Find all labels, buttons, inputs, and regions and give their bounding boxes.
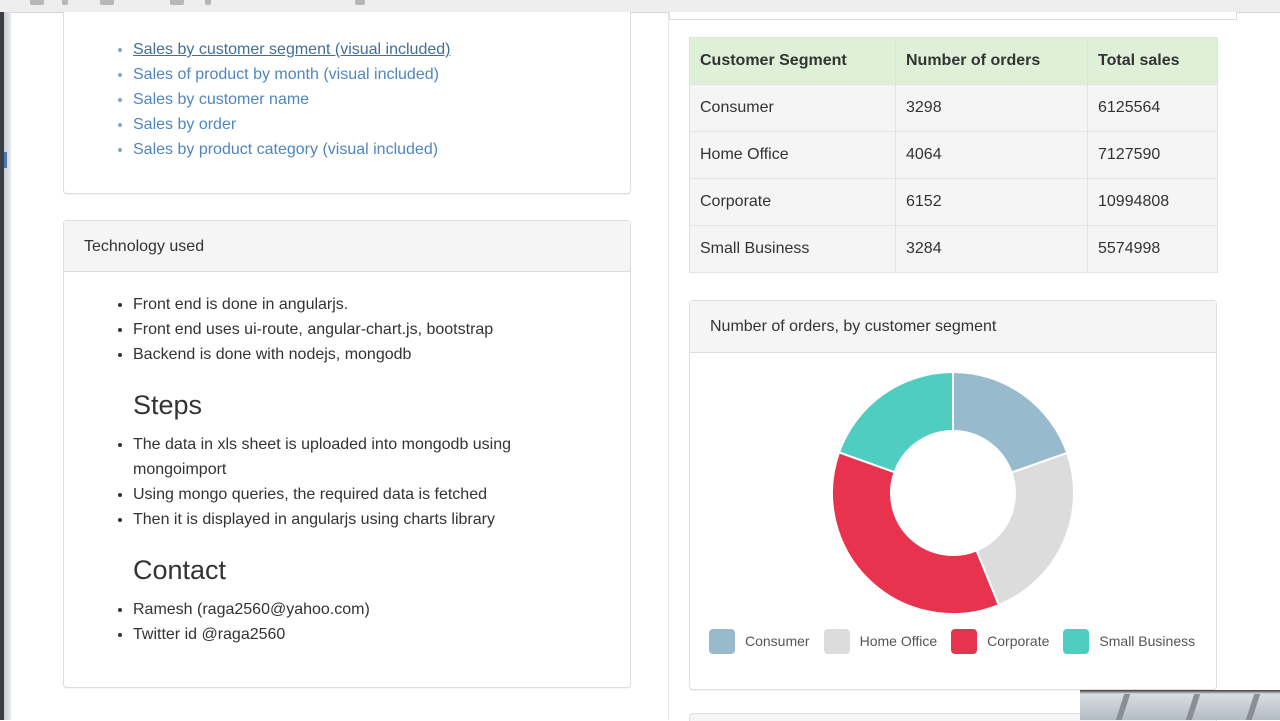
browser-toolbar-strip [0, 0, 1280, 13]
steps-heading: Steps [133, 390, 203, 420]
legend-label: Small Business [1099, 633, 1196, 649]
link-sales-of-product-by-month[interactable]: Sales of product by month (visual includ… [133, 66, 439, 83]
table-row: Corporate 6152 10994808 [689, 178, 1218, 226]
table-cell: Corporate [689, 178, 896, 226]
donut-slice-consumer[interactable] [952, 370, 1069, 474]
legend-item: Home Office [823, 628, 938, 654]
column-divider [668, 12, 669, 720]
legend-item: Corporate [951, 628, 1050, 654]
customer-segment-table: Customer Segment Number of orders Total … [689, 37, 1218, 273]
legend-label: Corporate [987, 633, 1050, 649]
chart-panel: Number of orders, by customer segment [689, 300, 1217, 690]
link-sales-by-customer-name[interactable]: Sales by customer name [133, 91, 310, 108]
table-header-row: Customer Segment Number of orders Total … [689, 37, 1218, 85]
chart-title: Number of orders, by customer segment [710, 318, 997, 335]
column-header-segment: Customer Segment [689, 37, 896, 85]
chart-legend: Consumer Home Office Corporate Small Busine… [709, 628, 1209, 654]
list-item: Front end is done in angularjs. [133, 292, 630, 317]
doughnut-chart [831, 370, 1075, 615]
list-item: Sales by order [133, 112, 630, 137]
toolbar-icon[interactable] [170, 0, 184, 5]
toolbar-icon[interactable] [30, 0, 44, 5]
table-cell: 6125564 [1087, 84, 1218, 132]
report-links-list: Sales by customer segment (visual includ… [64, 37, 630, 162]
contact-heading: Contact [133, 555, 227, 585]
bookmark-star-icon[interactable] [355, 0, 365, 5]
link-sales-by-order[interactable]: Sales by order [133, 116, 237, 133]
list-item: Using mongo queries, the required data i… [133, 482, 570, 507]
column-header-orders: Number of orders [895, 37, 1088, 85]
column-header-total-sales: Total sales [1087, 37, 1218, 85]
table-cell: 5574998 [1087, 225, 1218, 273]
list-item: Then it is displayed in angularjs using … [133, 507, 570, 532]
table-row: Consumer 3298 6125564 [689, 84, 1218, 132]
list-item: Ramesh (raga2560@yahoo.com) [133, 597, 630, 622]
technology-panel-title: Technology used [84, 238, 205, 255]
legend-item: Consumer [709, 628, 810, 654]
list-item: Sales by customer segment (visual includ… [133, 37, 630, 62]
technology-list: Front end is done in angularjs. Front en… [64, 292, 630, 367]
legend-item: Small Business [1063, 628, 1196, 654]
list-item: Front end uses ui-route, angular-chart.j… [133, 317, 630, 342]
link-sales-by-customer-segment[interactable]: Sales by customer segment (visual includ… [133, 41, 451, 58]
list-item: Sales of product by month (visual includ… [133, 62, 630, 87]
table-cell: Home Office [689, 131, 896, 179]
right-panel-top-edge [669, 12, 1237, 20]
table-cell: 3284 [895, 225, 1088, 273]
toolbar-icon[interactable] [100, 0, 114, 5]
legend-swatch [709, 628, 735, 654]
table-cell: Consumer [689, 84, 896, 132]
legend-swatch [951, 628, 978, 654]
table-cell: 7127590 [1087, 131, 1218, 179]
report-links-panel: Sales by customer segment (visual includ… [63, 12, 631, 194]
table-cell: 3298 [895, 84, 1088, 132]
donut-slice-small-business[interactable] [837, 370, 954, 474]
legend-swatch [1063, 628, 1090, 654]
technology-panel-heading: Technology used [64, 221, 630, 272]
donut-slice-home-office[interactable] [975, 451, 1075, 607]
list-item: The data in xls sheet is uploaded into m… [133, 432, 570, 482]
desktop-window-corner [1080, 690, 1280, 720]
table-cell: 6152 [895, 178, 1088, 226]
legend-swatch [823, 628, 850, 654]
list-item: Backend is done with nodejs, mongodb [133, 342, 630, 367]
legend-label: Consumer [745, 633, 810, 649]
table-row: Small Business 3284 5574998 [689, 225, 1218, 273]
table-cell: 10994808 [1087, 178, 1218, 226]
donut-slice-corporate[interactable] [831, 451, 1001, 615]
chart-panel-heading: Number of orders, by customer segment [690, 301, 1216, 353]
list-item: Sales by customer name [133, 87, 630, 112]
technology-panel: Technology used Front end is done in ang… [63, 220, 631, 688]
link-sales-by-product-category[interactable]: Sales by product category (visual includ… [133, 141, 439, 158]
contact-list: Ramesh (raga2560@yahoo.com) Twitter id @… [64, 597, 630, 647]
window-left-edge [0, 12, 11, 720]
legend-label: Home Office [859, 633, 938, 649]
list-item: Sales by product category (visual includ… [133, 137, 630, 162]
toolbar-icon[interactable] [205, 0, 211, 5]
table-cell: Small Business [689, 225, 896, 273]
table-row: Home Office 4064 7127590 [689, 131, 1218, 179]
table-cell: 4064 [895, 131, 1088, 179]
toolbar-icon[interactable] [62, 0, 68, 5]
steps-list: The data in xls sheet is uploaded into m… [64, 432, 630, 532]
list-item: Twitter id @raga2560 [133, 622, 630, 647]
